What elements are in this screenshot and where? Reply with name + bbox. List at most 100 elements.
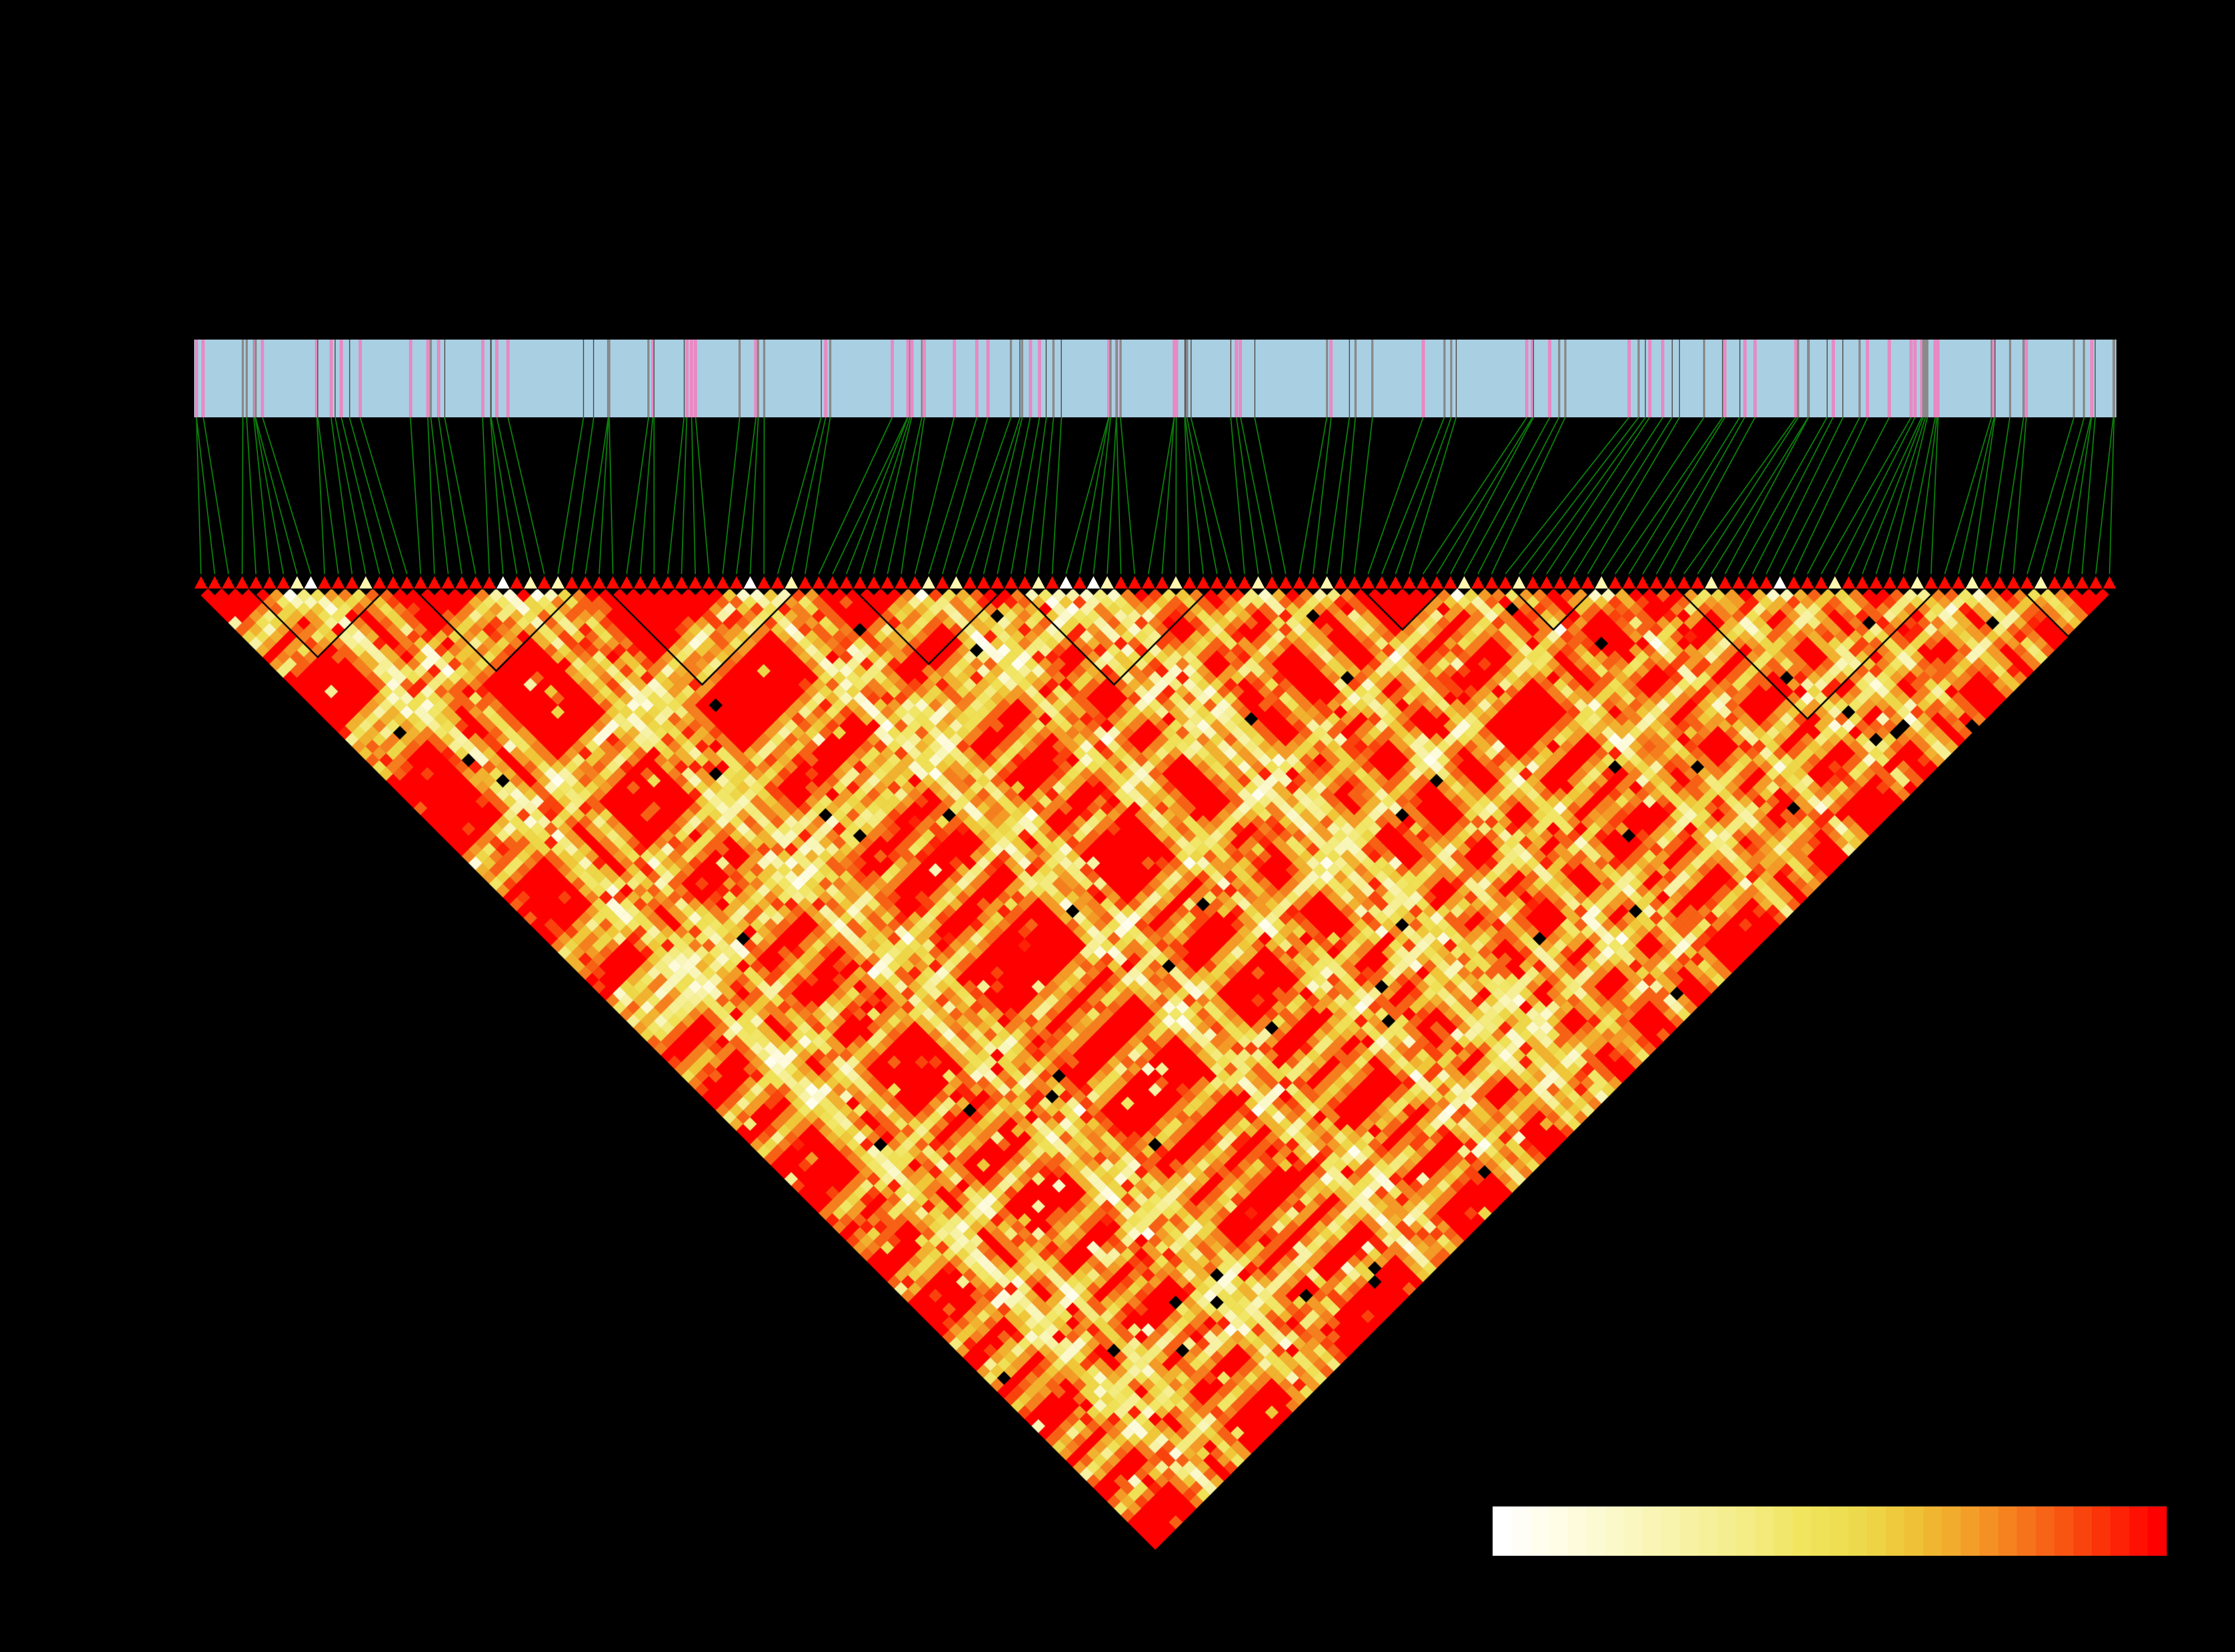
marker-tick [408,340,412,417]
marker-tick [952,340,956,417]
marker-tick [1648,340,1651,417]
marker-triangle [263,576,276,589]
marker-triangle [1320,576,1334,589]
marker-line [1903,417,1936,575]
marker-line [1889,417,1928,575]
marker-triangle [1650,576,1663,589]
marker-tick [195,340,199,417]
marker-tick [1842,340,1844,417]
marker-line [1711,417,1809,575]
marker-tick [2095,340,2096,417]
marker-line [585,417,609,575]
marker-tick [1924,340,1927,417]
marker-tick [1645,340,1646,417]
marker-tick [909,340,911,417]
marker-tick [481,340,484,417]
marker-tick [444,340,445,417]
marker-tick [653,340,655,417]
marker-triangle [977,576,990,589]
marker-triangle [236,576,249,589]
marker-line [196,417,215,575]
marker-line [427,417,435,575]
marker-line [1298,417,1328,575]
marker-line [1024,417,1047,575]
marker-tick [1558,340,1560,417]
marker-triangle [784,576,798,589]
marker-line [2109,417,2115,575]
marker-tick [1184,340,1186,417]
marker-triangle [1965,576,1979,589]
marker-triangle [812,576,826,589]
marker-line [1958,417,1995,575]
marker-line [1560,417,1664,575]
marker-tick [738,340,741,417]
marker-triangle [661,576,675,589]
marker-line [1051,417,1062,575]
marker-tick [694,340,698,417]
marker-line [1236,417,1259,575]
marker-line [1422,417,1528,575]
marker-tick [1909,340,1913,417]
marker-line [1655,417,1745,575]
marker-tick [757,340,760,417]
marker-line [736,417,757,575]
marker-line [777,417,822,575]
marker-line [1766,417,1844,575]
marker-triangle [1924,576,1938,589]
marker-triangle [1155,576,1169,589]
marker-tick [1638,340,1640,417]
marker-tick [906,340,910,417]
marker-triangle [895,576,908,589]
marker-triangle [455,576,469,589]
marker-tick [358,340,362,417]
marker-triangle [222,576,236,589]
marker-line [1793,417,1869,575]
marker-tick [647,340,650,417]
legend-step [1998,1507,2017,1556]
marker-tick [1679,340,1681,417]
marker-triangle [1004,576,1018,589]
marker-triangle [1759,576,1773,589]
marker-line [996,417,1031,575]
marker-line [253,417,271,575]
marker-triangle [1705,576,1718,589]
marker-tick [1702,340,1705,417]
marker-triangle [1306,576,1320,589]
marker-triangle [1979,576,1993,589]
marker-tick [436,340,440,417]
marker-triangle [1773,576,1787,589]
marker-tick [2112,340,2115,417]
marker-line [804,417,831,575]
marker-triangle [744,576,757,589]
marker-line [1381,417,1445,575]
marker-tick [1743,340,1747,417]
marker-line [557,417,585,575]
marker-triangle [1787,576,1801,589]
marker-line [1518,417,1639,575]
marker-line [1752,417,1834,575]
marker-tick [651,340,655,417]
marker-triangle [922,576,935,589]
marker-tick [1185,340,1188,417]
legend-step [1567,1507,1587,1556]
marker-triangle [1197,576,1210,589]
marker-triangle [1416,576,1430,589]
marker-tick [1671,340,1673,417]
marker-tick [1807,340,1810,417]
marker-triangle [524,576,538,589]
marker-line [749,417,759,575]
marker-line [832,417,909,575]
marker-tick [1627,340,1631,417]
marker-line [444,417,477,575]
marker-line [695,417,710,575]
marker-tick [495,340,499,417]
marker-line [2081,417,2096,575]
marker-triangle [510,576,524,589]
marker-tick [1172,340,1176,417]
marker-line [1806,417,1890,575]
marker-triangle [730,576,744,589]
marker-triangle [290,576,304,589]
marker-line [1119,417,1136,575]
marker-triangle [1594,576,1608,589]
marker-tick [1922,340,1925,417]
